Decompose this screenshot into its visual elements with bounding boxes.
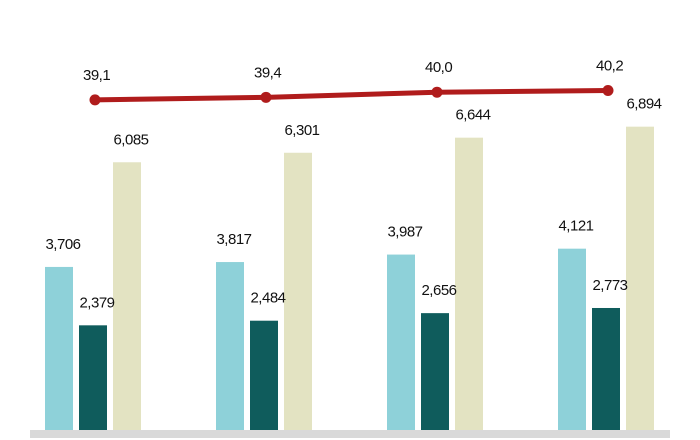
bar-s2-g3 (421, 313, 449, 430)
bar-label-s3-g4: 6,894 (626, 96, 661, 113)
bar-label-s2-g3: 2,656 (421, 282, 456, 299)
bar-label-s1-g2: 3,817 (216, 231, 251, 248)
line-point-g4 (602, 84, 614, 96)
bar-s3-g1 (113, 162, 141, 430)
bar-s3-g2 (284, 152, 312, 431)
x-axis-baseline (30, 430, 670, 438)
bar-label-s3-g1: 6,085 (113, 131, 148, 148)
bar-s2-g4 (592, 307, 620, 430)
bar-s1-g2 (216, 262, 244, 430)
line-series-path (92, 87, 611, 103)
bar-s1-g4 (558, 248, 586, 430)
line-series-group (89, 84, 614, 106)
bar-s2-g1 (79, 325, 107, 430)
line-point-g3 (431, 86, 443, 98)
bar-s1-g1 (45, 266, 73, 430)
bar-label-s3-g2: 6,301 (284, 122, 319, 139)
data-labels-group: 3,706 3,817 3,987 4,121 2,379 2,484 2,656 2,773… (45, 57, 662, 311)
line-label-g4: 40,2 (596, 57, 623, 74)
bar-label-s1-g3: 3,987 (387, 224, 422, 241)
line-point-g1 (89, 94, 101, 106)
bar-label-s3-g3: 6,644 (455, 107, 490, 124)
bar-s1-g3 (387, 254, 415, 430)
bar-label-s1-g4: 4,121 (558, 218, 593, 235)
bar-s2-g2 (250, 320, 278, 430)
line-label-g1: 39,1 (83, 67, 110, 84)
bar-s3-g4 (626, 126, 654, 430)
line-label-g2: 39,4 (254, 64, 281, 81)
bar-series-group (45, 126, 654, 431)
bar-label-s2-g4: 2,773 (592, 277, 627, 294)
line-point-g2 (260, 91, 272, 103)
bar-label-s2-g2: 2,484 (250, 290, 285, 307)
bar-label-s1-g1: 3,706 (45, 236, 80, 253)
line-label-g3: 40,0 (425, 59, 452, 76)
bar-s3-g3 (455, 137, 483, 430)
bar-label-s2-g1: 2,379 (79, 294, 114, 311)
